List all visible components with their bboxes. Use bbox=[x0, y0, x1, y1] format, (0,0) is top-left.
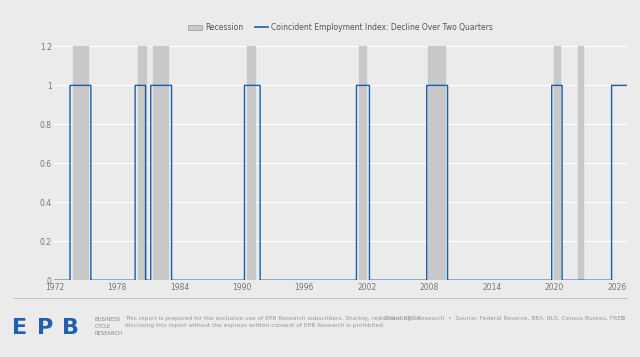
Text: B: B bbox=[62, 318, 79, 338]
Text: This report is prepared for the exclusive use of EPB Research subscribers. Shari: This report is prepared for the exclusiv… bbox=[125, 316, 420, 328]
Legend: Recession, Coincident Employment Index: Decline Over Two Quarters: Recession, Coincident Employment Index: … bbox=[185, 20, 497, 35]
Bar bbox=[72, 46, 88, 280]
Bar bbox=[138, 46, 145, 280]
Bar bbox=[578, 46, 583, 280]
Text: E: E bbox=[12, 318, 28, 338]
Text: BUSINESS
CYCLE
RESEARCH: BUSINESS CYCLE RESEARCH bbox=[95, 317, 123, 336]
Text: Chart: EPB Research  •  Source: Federal Reserve, BEA, BLS, Census Bureau, FRED: Chart: EPB Research • Source: Federal Re… bbox=[384, 316, 625, 321]
Bar bbox=[154, 46, 168, 280]
Text: 5: 5 bbox=[620, 316, 624, 321]
Bar bbox=[428, 46, 445, 280]
Text: P: P bbox=[37, 318, 53, 338]
Bar bbox=[554, 46, 559, 280]
Bar bbox=[359, 46, 366, 280]
Bar bbox=[247, 46, 255, 280]
